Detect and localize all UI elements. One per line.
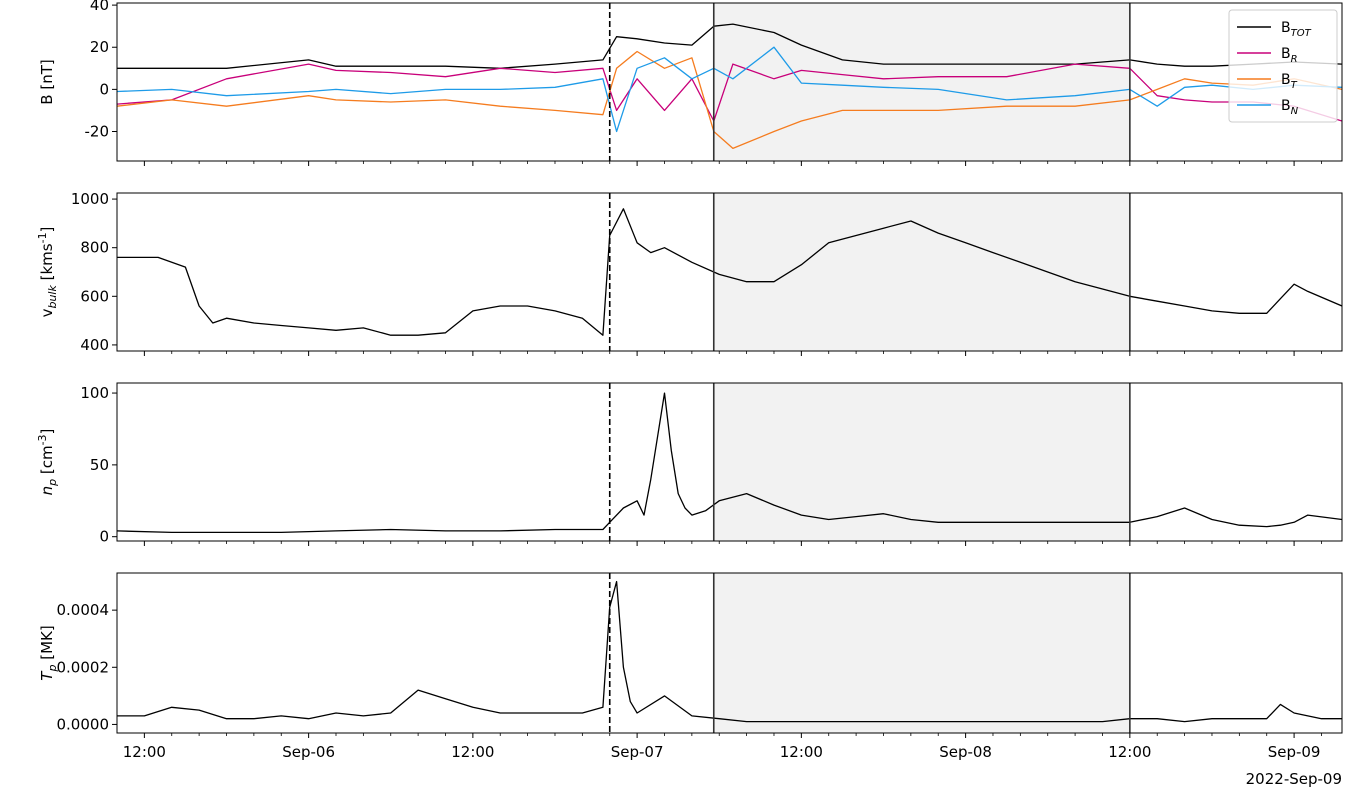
shaded-interval (713, 193, 1130, 351)
x-tick-label: 12:00 (451, 743, 494, 761)
legend-label-main: B (1281, 98, 1291, 114)
y-label-end: ] (38, 227, 56, 233)
shaded-interval (713, 3, 1130, 161)
legend-label: BR (1281, 46, 1298, 65)
series-line-BT (117, 50, 1342, 150)
y-tick-label: 800 (80, 239, 109, 257)
y-axis-label: np [cm-3] (36, 429, 59, 496)
y-axis-label: vbulk [kms-1] (36, 227, 59, 318)
y-label-end: ] (38, 429, 56, 435)
y-tick-label: 0.0000 (57, 715, 110, 733)
legend-label: BTOT (1281, 20, 1312, 39)
y-label-sub: bulk (46, 285, 59, 309)
y-label-unit: [cm (38, 445, 56, 478)
legend-label-sub: R (1291, 54, 1298, 65)
y-tick-label: 20 (90, 38, 109, 56)
y-tick-label: 400 (80, 336, 109, 354)
y-label-sub: p (46, 479, 59, 487)
legend-box (1228, 9, 1338, 123)
x-tick-label: 12:00 (780, 743, 823, 761)
legend-label-sub: TOT (1291, 28, 1312, 39)
y-tick-label: 0 (99, 528, 109, 546)
y-tick-label: 0.0002 (57, 658, 110, 676)
series-line-BN (117, 46, 1342, 133)
series-group (117, 23, 1342, 150)
series-group (117, 580, 1342, 723)
x-tick-label: Sep-09 (1268, 743, 1321, 761)
series-line-np (117, 392, 1342, 534)
shaded-interval (713, 573, 1130, 733)
series-line-BTOT (117, 23, 1342, 69)
y-label-sup: -3 (36, 434, 49, 445)
y-tick-label: 600 (80, 287, 109, 305)
legend-label-main: B (1281, 72, 1291, 88)
y-tick-label: 0.0004 (57, 601, 110, 619)
y-axis-label: B [nT] (38, 59, 56, 104)
x-tick-label: 12:00 (1108, 743, 1151, 761)
panel-frame (116, 192, 1343, 352)
series-group (117, 392, 1342, 534)
shaded-interval (713, 383, 1130, 541)
x-tick-label: Sep-06 (282, 743, 335, 761)
legend-label-sub: N (1291, 106, 1299, 117)
y-label-main: T (38, 670, 56, 681)
panel-frame (116, 572, 1343, 734)
series-line-vbulk (117, 208, 1342, 336)
x-tick-label: 12:00 (123, 743, 166, 761)
y-label-main: n (38, 486, 56, 496)
y-tick-label: -20 (85, 123, 110, 141)
y-tick-label: 1000 (71, 190, 109, 208)
legend-label-sub: T (1291, 80, 1298, 91)
y-tick-label: 0 (99, 80, 109, 98)
y-label-unit: [kms (38, 243, 56, 285)
series-line-BR (117, 63, 1342, 122)
legend-label: BN (1281, 98, 1299, 117)
x-tick-label: Sep-08 (939, 743, 992, 761)
x-tick-label: Sep-07 (611, 743, 664, 761)
panel-frame (116, 382, 1343, 542)
legend-label-main: B (1281, 46, 1291, 62)
y-tick-label: 100 (80, 384, 109, 402)
y-tick-label: 50 (90, 456, 109, 474)
panel-frame (116, 2, 1343, 162)
panel-proton-density: 0 50 100 np [cm-3] (36, 382, 1343, 546)
legend-label: BT (1281, 72, 1298, 91)
legend-label-main: B (1281, 20, 1291, 36)
y-tick-label: 40 (90, 0, 109, 14)
panel-proton-temperature: 0.0000 0.0002 0.0004 Tp [MK] 12:00 Sep-06 12:0… (38, 572, 1343, 761)
series-line-Tp (117, 580, 1342, 723)
y-label-sub: p (46, 665, 59, 673)
date-stamp-label: 2022-Sep-09 (1246, 770, 1342, 788)
panel-bulk-speed: 400 600 800 1000 vbulk [kms-1] (36, 190, 1343, 356)
y-label-main: v (38, 308, 56, 317)
y-axis-label: Tp [MK] (38, 625, 59, 680)
series-group (117, 208, 1342, 336)
y-label-unit: [MK] (38, 625, 56, 664)
y-label-sup: -1 (36, 232, 49, 243)
